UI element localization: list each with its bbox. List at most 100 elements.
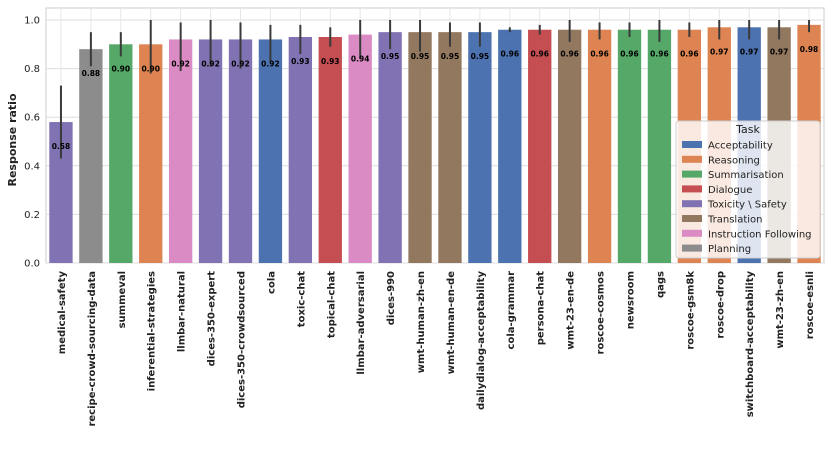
legend-swatch-2 <box>682 170 702 178</box>
data-label-dices-350-crowdsourced: 0.92 <box>231 59 250 68</box>
x-tick-label-wmt-23-zh-en: wmt-23-zh-en <box>775 271 786 349</box>
legend: Task Acceptability Reasoning Summarisation D… <box>675 120 821 259</box>
data-label-wmt-human-zh-en: 0.95 <box>411 52 430 61</box>
legend-label-5: Translation <box>707 215 763 226</box>
data-label-persona-chat: 0.96 <box>530 50 549 59</box>
x-tick-label-llmbar-natural: llmbar-natural <box>177 271 188 352</box>
legend-box <box>675 120 821 259</box>
data-label-dices-350-expert: 0.92 <box>201 59 220 68</box>
data-label-dices-990: 0.95 <box>381 52 400 61</box>
legend-label-3: Dialogue <box>708 185 752 196</box>
bar-persona-chat <box>528 29 552 263</box>
bar-roscoe-cosmos <box>587 29 612 263</box>
y-axis-label: Response ratio <box>6 93 19 186</box>
legend-label-7: Planning <box>708 244 751 255</box>
data-label-qags: 0.96 <box>650 50 669 59</box>
data-label-summeval: 0.90 <box>112 64 131 73</box>
x-tick-label-wmt-human-en-de: wmt-human-en-de <box>446 271 457 374</box>
x-tick-label-newsroom: newsroom <box>626 271 637 329</box>
x-tick-label-inferential-strategies: inferential-strategies <box>147 271 158 391</box>
legend-swatch-5 <box>682 215 702 222</box>
bar-wmt-human-zh-en <box>408 32 432 264</box>
data-label-medical-safety: 0.58 <box>52 142 71 151</box>
data-label-wmt-23-en-de: 0.96 <box>560 50 579 59</box>
x-tick-label-roscoe-gsm8k: roscoe-gsm8k <box>685 271 696 350</box>
x-tick-label-medical-safety: medical-safety <box>57 271 68 355</box>
x-tick-label-dices-990: dices-990 <box>386 271 397 325</box>
bar-llmbar-natural <box>168 39 193 263</box>
data-label-toxic-chat: 0.93 <box>291 57 310 66</box>
legend-label-1: Reasoning <box>708 155 760 166</box>
x-tick-label-roscoe-cosmos: roscoe-cosmos <box>596 271 607 355</box>
legend-label-2: Summarisation <box>708 170 784 181</box>
bar-dices-350-expert <box>198 39 223 263</box>
legend-label-0: Acceptability <box>708 141 773 152</box>
x-tick-label-persona-chat: persona-chat <box>536 271 547 346</box>
legend-swatch-6 <box>682 229 702 237</box>
x-tick-label-roscoe-drop: roscoe-drop <box>715 271 726 339</box>
x-tick-label-recipe-crowd-sourcing-data: recipe-crowd-sourcing-data <box>87 271 98 427</box>
x-tick-label-dices-350-expert: dices-350-expert <box>207 271 218 367</box>
y-tick-label: 0.0 <box>24 259 40 270</box>
bar-medical-safety <box>49 122 73 263</box>
bar-dailydialog-acceptability <box>468 32 492 264</box>
x-tick-label-wmt-human-zh-en: wmt-human-zh-en <box>416 271 427 373</box>
bar-recipe-crowd-sourcing-data <box>79 49 103 263</box>
legend-label-4: Toxicity \ Safety <box>707 200 787 211</box>
legend-title: Task <box>735 123 760 136</box>
data-label-roscoe-esnli: 0.98 <box>800 45 819 54</box>
bar-newsroom <box>617 29 642 263</box>
bar-topical-chat <box>318 37 342 264</box>
bar-cola <box>258 39 283 263</box>
x-tick-label-roscoe-esnli: roscoe-esnli <box>805 271 816 339</box>
bar-toxic-chat <box>288 37 313 264</box>
data-label-dailydialog-acceptability: 0.95 <box>471 52 490 61</box>
data-label-cola-grammar: 0.96 <box>501 50 520 59</box>
y-tick-label: 0.4 <box>24 161 40 172</box>
data-label-llmbar-natural: 0.92 <box>171 59 190 68</box>
x-tick-label-cola-grammar: cola-grammar <box>506 271 517 350</box>
data-label-wmt-human-en-de: 0.95 <box>441 52 460 61</box>
bar-wmt-23-en-de <box>557 29 582 263</box>
bar-llmbar-adversarial <box>348 34 372 263</box>
bar-dices-990 <box>378 32 402 264</box>
legend-swatch-4 <box>682 200 702 208</box>
data-label-topical-chat: 0.93 <box>321 57 340 66</box>
x-axis: medical-safety recipe-crowd-sourcing-data… <box>57 271 816 427</box>
error-bars <box>59 20 811 159</box>
bar-summeval <box>109 44 133 263</box>
bar-dices-350-crowdsourced <box>228 39 253 263</box>
x-tick-label-toxic-chat: toxic-chat <box>296 271 307 327</box>
bar-qags <box>647 29 672 263</box>
bar-inferential-strategies <box>139 44 163 263</box>
legend-label-6: Instruction Following <box>708 229 812 240</box>
y-tick-label: 0.6 <box>24 113 40 124</box>
x-tick-label-dailydialog-acceptability: dailydialog-acceptability <box>476 271 487 411</box>
data-label-inferential-strategies: 0.90 <box>141 64 160 73</box>
legend-swatch-0 <box>682 141 702 148</box>
x-tick-label-summeval: summeval <box>117 271 128 328</box>
x-tick-label-cola: cola <box>266 271 277 294</box>
data-label-cola: 0.92 <box>261 59 280 68</box>
data-label-wmt-23-zh-en: 0.97 <box>770 47 789 56</box>
x-tick-label-topical-chat: topical-chat <box>326 271 337 338</box>
y-axis: 0.0 0.2 0.4 0.6 0.8 1.0 <box>24 16 40 270</box>
data-label-roscoe-drop: 0.97 <box>710 47 729 56</box>
x-tick-label-wmt-23-en-de: wmt-23-en-de <box>566 271 577 350</box>
x-tick-label-dices-350-crowdsourced: dices-350-crowdsourced <box>237 271 248 408</box>
y-tick-label: 1.0 <box>24 16 40 27</box>
data-label-newsroom: 0.96 <box>620 50 639 59</box>
data-label-roscoe-cosmos: 0.96 <box>590 50 609 59</box>
y-tick-label: 0.8 <box>24 64 40 75</box>
data-labels: 0.58 0.88 0.90 0.90 0.92 0.92 0.92 0.92 0.93 0.93… <box>52 45 819 151</box>
y-tick-label: 0.2 <box>24 210 40 221</box>
legend-swatch-3 <box>682 185 702 193</box>
data-label-recipe-crowd-sourcing-data: 0.88 <box>82 69 101 78</box>
data-label-roscoe-gsm8k: 0.96 <box>680 50 699 59</box>
bar-cola-grammar <box>498 29 522 263</box>
data-label-llmbar-adversarial: 0.94 <box>351 55 370 64</box>
x-tick-label-switchboard-acceptability: switchboard-acceptability <box>745 271 756 418</box>
x-tick-label-qags: qags <box>655 271 666 298</box>
data-label-switchboard-acceptability: 0.97 <box>740 47 759 56</box>
